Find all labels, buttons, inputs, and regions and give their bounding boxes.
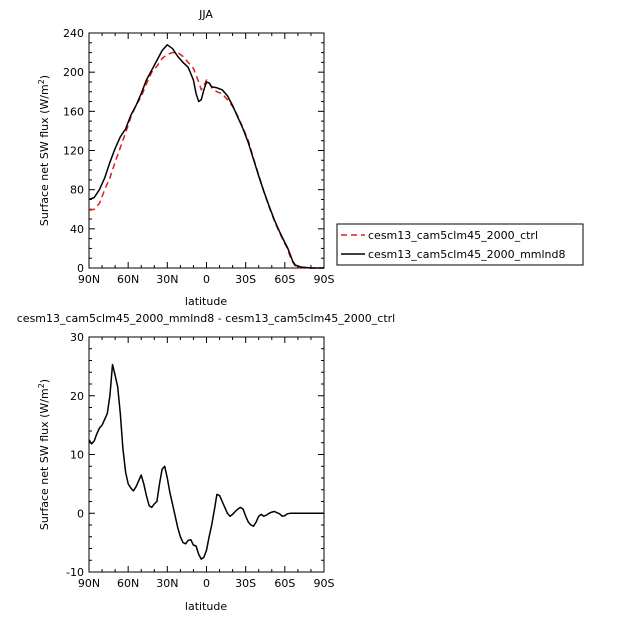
x-tick-label: 90S (314, 577, 335, 590)
x-tick-label: 30S (235, 273, 256, 286)
x-tick-label: 30N (156, 577, 178, 590)
y-tick-label: 20 (70, 390, 84, 403)
y-tick-label: 80 (70, 184, 84, 197)
series-line-1 (88, 44, 324, 269)
y-tick-label: 10 (70, 449, 84, 462)
y-axis-label: Surface net SW flux (W/m2) (37, 379, 51, 530)
top-chart-title: JJA (198, 8, 213, 21)
legend-entry: cesm13_cam5clm45_2000_ctrl (368, 229, 538, 242)
top-x-axis-label: latitude (185, 295, 227, 308)
bottom-x-axis-label: latitude (185, 600, 227, 613)
series-line-0 (88, 51, 324, 269)
y-tick-label: 0 (77, 507, 84, 520)
x-tick-label: 60N (117, 273, 139, 286)
x-tick-label: 30S (235, 577, 256, 590)
plot-frame (88, 32, 325, 269)
legend-entry: cesm13_cam5clm45_2000_mmlnd8 (368, 248, 566, 261)
legend-box (336, 223, 584, 266)
y-tick-label: 0 (77, 262, 84, 275)
y-tick-label: 120 (63, 145, 84, 158)
y-axis-label: Surface net SW flux (W/m2) (37, 75, 51, 226)
y-tick-label: 40 (70, 223, 84, 236)
series-line-0 (88, 363, 324, 560)
plot-panel-1: 90N 60N 30N 0 30S 60S 90S -10 0 10 20 30 Surface net… (37, 331, 335, 590)
x-tick-label: 60S (274, 273, 295, 286)
y-tick-label: 160 (63, 105, 84, 118)
x-tick-label: 60S (274, 577, 295, 590)
x-tick-label: 60N (117, 577, 139, 590)
x-tick-label: 90N (78, 273, 100, 286)
x-tick-label: 90S (314, 273, 335, 286)
x-tick-label: 0 (203, 273, 210, 286)
y-tick-label: 30 (70, 331, 84, 344)
x-tick-label: 90N (78, 577, 100, 590)
x-tick-label: 30N (156, 273, 178, 286)
y-tick-label: 240 (63, 27, 84, 40)
x-tick-label: 0 (203, 577, 210, 590)
bottom-chart-title: cesm13_cam5clm45_2000_mmlnd8 - cesm13_ca… (17, 312, 396, 325)
legend: cesm13_cam5clm45_2000_ctrl cesm13_cam5clm… (336, 223, 584, 266)
plot-panel-0: 90N 60N 30N 0 30S 60S 90S 0 40 80 120 160 200 240 Surf… (37, 27, 335, 286)
y-tick-label: -10 (66, 566, 84, 579)
y-tick-label: 200 (63, 66, 84, 79)
